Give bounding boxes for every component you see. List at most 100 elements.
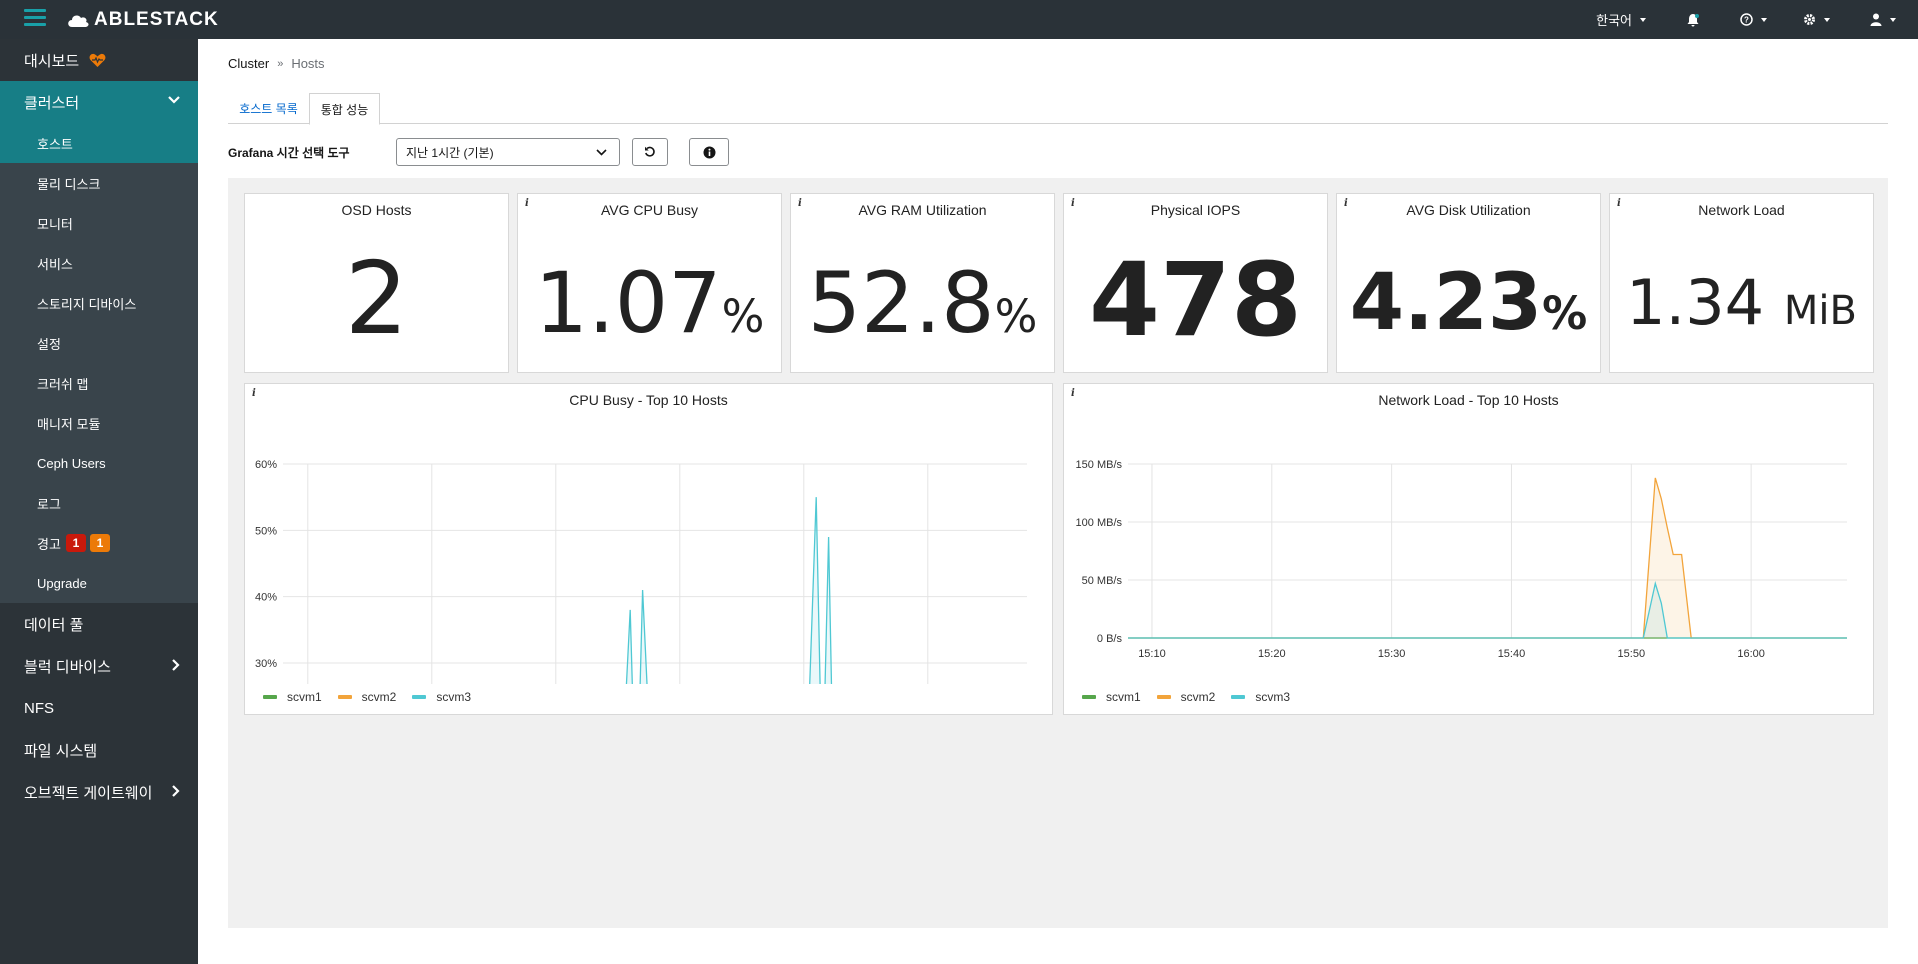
tab-host-list[interactable]: 호스트 목록 [239,102,298,116]
stat-title: AVG RAM Utilization [858,202,987,218]
sidebar-item-services[interactable]: 서비스 [0,243,198,283]
info-icon[interactable]: i [1344,198,1348,209]
grafana-time-select[interactable]: 지난 1시간 (기본) [396,138,620,166]
legend-label: scvm1 [1106,690,1141,704]
stat-card-avg-disk-utilization: i AVG Disk Utilization 4.23% [1336,193,1601,373]
legend-swatch [1156,695,1171,699]
chevron-down-icon [596,149,607,156]
breadcrumb-cluster[interactable]: Cluster [228,56,270,71]
language-label: 한국어 [1596,13,1632,28]
sidebar-item-hosts[interactable]: 호스트 [0,123,198,163]
sidebar-item-block-device[interactable]: 블럭 디바이스 [0,645,198,687]
legend-label: scvm3 [1255,690,1291,704]
sidebar-item-settings[interactable]: 설정 [0,323,198,363]
stat-title: OSD Hosts [341,202,412,218]
legend-item-scvm3[interactable]: scvm3 [1231,690,1290,704]
cloud-icon [68,15,89,27]
sidebar-item-nfs[interactable]: NFS [0,687,198,729]
reset-time-button[interactable] [632,138,668,166]
user-icon [1870,13,1882,26]
sidebar-item-crush-map[interactable]: 크러쉬 맵 [0,363,198,403]
sidebar-item-ceph-users[interactable]: Ceph Users [0,443,198,483]
x-tick-label: 15:30 [1378,648,1406,660]
chevron-right-icon [172,785,180,797]
info-icon[interactable]: i [1071,388,1075,399]
sidebar-item-label: 블럭 디바이스 [24,658,111,676]
sidebar-item-label: 매니저 모듈 [37,416,101,432]
stat-number: 478 [1089,241,1302,360]
grafana-toolbar: Grafana 시간 선택 도구 지난 1시간 (기본) [228,137,729,167]
breadcrumb: Cluster » Hosts [228,56,325,71]
sidebar-item-data-pool[interactable]: 데이터 풀 [0,603,198,645]
stat-card-osd-hosts: OSD Hosts 2 [244,193,509,373]
sidebar-item-label: NFS [24,699,54,717]
info-icon[interactable]: i [252,388,256,399]
series-line-scvm3 [1128,580,1847,639]
stat-number: 52.8 [807,254,995,352]
tab-overall-performance[interactable]: 통합 성능 [309,93,380,125]
sidebar-item-label: 클러스터 [24,94,80,112]
sidebar-item-logs[interactable]: 로그 [0,483,198,523]
legend-item-scvm1[interactable]: scvm1 [1082,690,1141,704]
sidebar-item-filesystem[interactable]: 파일 시스템 [0,729,198,771]
help-menu[interactable]: ? [1740,13,1767,26]
language-menu[interactable]: 한국어 [1596,10,1646,29]
info-icon[interactable]: i [525,198,529,209]
settings-menu[interactable] [1803,13,1830,26]
info-icon[interactable]: i [798,198,802,209]
legend-label: scvm2 [1180,690,1216,704]
sidebar-item-monitors[interactable]: 모니터 [0,203,198,243]
y-tick-label: 150 MB/s [1076,459,1123,471]
legend-item-scvm1[interactable]: scvm1 [263,690,322,704]
info-icon[interactable]: i [1071,198,1075,209]
legend-item-scvm2[interactable]: scvm2 [337,690,396,704]
sidebar-item-label: 모니터 [37,216,73,232]
sidebar-item-cluster[interactable]: 클러스터 [0,81,198,123]
legend-item-scvm3[interactable]: scvm3 [412,690,471,704]
series-line-scvm2 [1128,477,1847,639]
stat-number: 1.34 [1626,266,1765,339]
grafana-dashboard: OSD Hosts 2 i AVG CPU Busy 1.07% i AVG R… [228,178,1888,928]
stat-unit: % [721,290,765,343]
legend-swatch [337,695,352,699]
alert-badge-critical: 1 [65,534,86,552]
ablestack-logo[interactable]: ABLESTACK [66,8,219,32]
chart-legend: scvm1 scvm2 scvm3 [1082,690,1290,704]
hamburger-menu-icon[interactable] [24,9,46,27]
sidebar-item-label: 서비스 [37,256,73,272]
y-tick-label: 60% [255,459,277,471]
gear-icon [1804,14,1815,25]
series-area-scvm3 [626,497,832,684]
sidebar-item-manager-modules[interactable]: 매니저 모듈 [0,403,198,443]
sidebar-item-label: Ceph Users [37,455,106,471]
stat-card-physical-iops: i Physical IOPS 478 [1063,193,1328,373]
chart-title: Network Load - Top 10 Hosts [1378,392,1559,408]
legend-item-scvm2[interactable]: scvm2 [1156,690,1216,704]
notification-button[interactable] [1686,13,1700,27]
breadcrumb-separator-icon: » [277,57,284,70]
sidebar-item-alerts[interactable]: 경고 1 1 [0,523,198,563]
tab-bar: 호스트 목록 통합 성능 [228,93,1888,125]
sidebar-item-physical-disks[interactable]: 물리 디스크 [0,163,198,203]
chart-legend: scvm1 scvm2 scvm3 [263,690,471,704]
logo-text: ABLESTACK [94,9,219,30]
stat-unit: % [994,290,1038,343]
question-circle-icon: ? [1740,13,1753,26]
sidebar-item-storage-devices[interactable]: 스토리지 디바이스 [0,283,198,323]
info-button[interactable] [689,138,729,166]
sidebar-item-dashboard[interactable]: 대시보드 [0,39,198,81]
sidebar-item-object-gateway[interactable]: 오브젝트 게이트웨이 [0,771,198,813]
x-tick-label: 16:00 [1737,648,1765,660]
user-menu[interactable] [1870,13,1896,26]
chevron-down-icon [168,96,180,104]
bell-icon [1687,13,1699,26]
stat-number: 4.23 [1349,258,1543,348]
sidebar-item-upgrade[interactable]: Upgrade [0,563,198,603]
legend-swatch [412,695,427,699]
info-icon[interactable]: i [1617,198,1621,209]
chart-title: CPU Busy - Top 10 Hosts [569,392,728,408]
chevron-down-icon [1890,17,1896,22]
stat-title: Network Load [1698,202,1785,218]
stat-unit: MiB [1783,288,1857,334]
stat-number: 1.07 [534,254,722,352]
